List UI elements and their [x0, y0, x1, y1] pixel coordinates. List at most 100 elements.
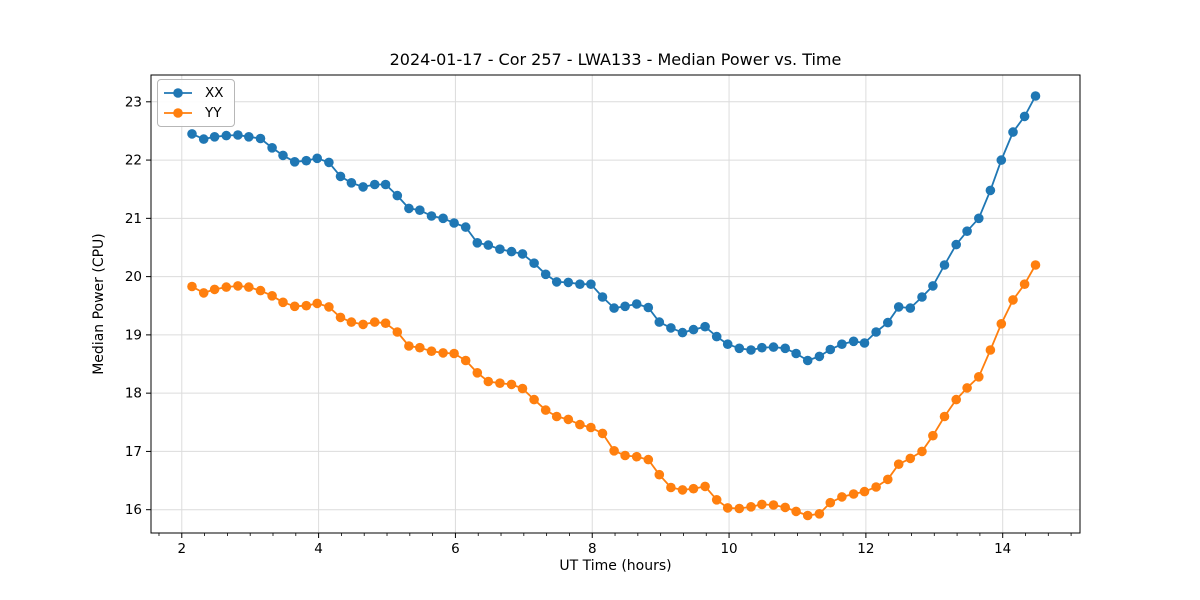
data-point-yy: [221, 282, 232, 292]
data-point-yy: [791, 506, 801, 517]
y-tick-label: 20: [125, 269, 142, 285]
legend: XX YY: [157, 79, 235, 127]
data-point-yy: [848, 489, 859, 499]
data-point-xx: [597, 292, 608, 302]
x-axis-label: UT Time (hours): [559, 558, 672, 574]
data-point-xx: [483, 240, 494, 250]
data-point-xx: [380, 179, 391, 190]
data-point-yy: [597, 428, 608, 439]
data-point-xx: [426, 211, 437, 221]
data-point-yy: [529, 394, 539, 405]
data-point-xx: [392, 190, 403, 201]
data-point-xx: [369, 179, 380, 190]
data-point-xx: [301, 155, 312, 166]
data-point-xx: [449, 218, 459, 228]
data-point-xx: [643, 302, 654, 313]
data-point-xx: [312, 153, 323, 164]
data-point-yy: [734, 503, 745, 514]
data-point-yy: [209, 284, 220, 295]
data-point-yy: [871, 482, 881, 492]
data-point-xx: [700, 321, 710, 332]
data-point-yy: [495, 378, 505, 389]
data-point-xx: [324, 157, 334, 168]
data-point-yy: [654, 469, 665, 480]
data-point-xx: [1019, 111, 1030, 122]
data-point-xx: [974, 213, 984, 224]
data-point-yy: [404, 341, 414, 351]
y-tick-label: 18: [125, 386, 142, 402]
plot-border: [150, 74, 1081, 534]
data-point-xx: [734, 343, 745, 354]
data-point-xx: [871, 327, 881, 337]
data-point-yy: [780, 502, 790, 513]
data-point-xx: [289, 157, 300, 167]
x-tick-label: 4: [314, 541, 323, 557]
data-point-xx: [346, 178, 357, 188]
y-axis-label: Median Power (CPU): [91, 233, 107, 375]
data-point-xx: [472, 238, 483, 248]
data-point-yy: [244, 282, 254, 292]
data-point-yy: [688, 483, 699, 494]
yy-line-marker-swatch: [164, 108, 192, 118]
data-point-yy: [449, 348, 459, 359]
data-point-xx: [746, 345, 756, 355]
x-tick-label: 14: [994, 541, 1011, 557]
data-point-yy: [517, 383, 528, 394]
data-point-yy: [609, 446, 619, 456]
data-point-yy: [631, 451, 642, 462]
x-tick-label: 12: [857, 541, 874, 557]
data-point-yy: [392, 327, 403, 337]
data-point-yy: [438, 348, 448, 358]
data-point-yy: [859, 486, 870, 497]
data-point-xx: [768, 342, 779, 352]
data-point-yy: [985, 345, 996, 355]
data-point-xx: [666, 323, 676, 333]
data-point-yy: [198, 288, 209, 298]
data-point-xx: [791, 348, 801, 359]
data-point-xx: [631, 299, 642, 309]
data-point-xx: [209, 132, 220, 142]
data-point-yy: [255, 285, 266, 296]
x-tick-label: 2: [177, 541, 186, 557]
data-point-xx: [198, 134, 209, 144]
y-tick-label: 21: [125, 211, 142, 227]
legend-label-xx: XX: [205, 85, 224, 101]
y-tick-label: 17: [125, 444, 142, 460]
data-point-yy: [380, 318, 391, 329]
data-point-xx: [802, 355, 813, 366]
data-point-xx: [278, 150, 288, 161]
data-point-yy: [1030, 260, 1041, 270]
data-point-xx: [187, 129, 197, 139]
data-point-xx: [540, 269, 551, 280]
data-point-yy: [768, 500, 779, 510]
data-point-xx: [575, 279, 585, 290]
data-point-yy: [757, 499, 767, 510]
data-point-yy: [677, 485, 688, 495]
data-point-xx: [563, 277, 574, 288]
data-point-xx: [837, 339, 847, 350]
data-point-xx: [529, 258, 539, 269]
y-tick-label: 22: [125, 153, 142, 169]
xx-line-marker-swatch: [164, 88, 192, 98]
data-point-yy: [426, 346, 437, 357]
data-point-yy: [1019, 279, 1030, 290]
x-tick-label: 8: [588, 541, 597, 557]
data-point-yy: [666, 482, 676, 493]
data-point-xx: [985, 185, 996, 196]
data-point-xx: [917, 292, 927, 302]
data-point-yy: [278, 297, 288, 308]
data-point-yy: [483, 376, 494, 387]
chart-title: 2024-01-17 - Cor 257 - LWA133 - Median P…: [389, 50, 842, 69]
data-point-xx: [1030, 91, 1041, 101]
y-tick-label: 23: [125, 94, 142, 110]
data-point-xx: [1008, 127, 1018, 137]
data-point-xx: [962, 226, 972, 236]
data-point-xx: [711, 331, 722, 342]
data-point-yy: [324, 302, 334, 312]
data-point-xx: [893, 302, 904, 312]
data-point-yy: [620, 450, 630, 461]
data-point-yy: [951, 394, 961, 405]
data-point-xx: [221, 130, 232, 141]
